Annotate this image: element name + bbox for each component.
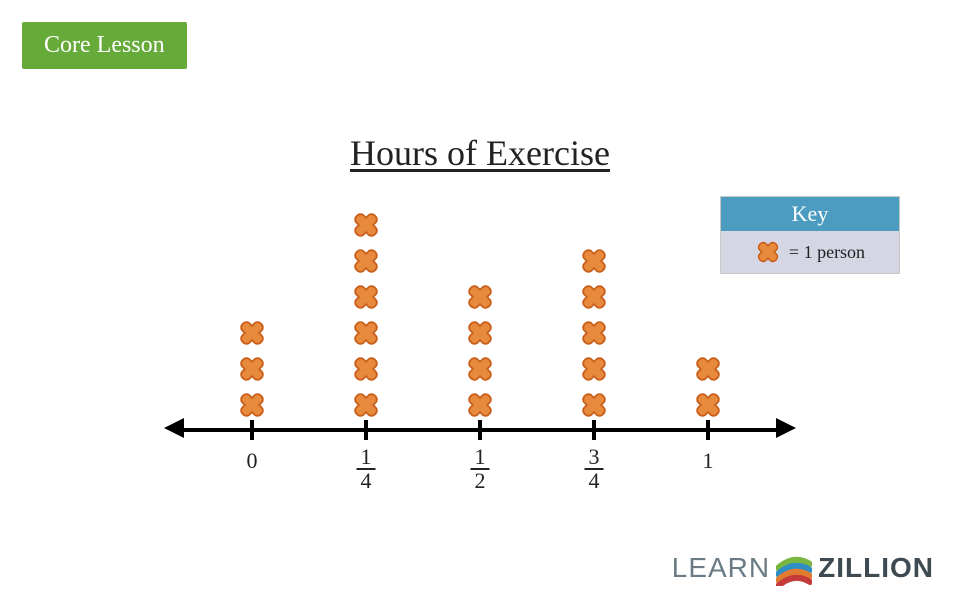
axis-tick: [706, 420, 710, 440]
axis-tick: [250, 420, 254, 440]
axis-tick-label: 34: [585, 446, 604, 492]
data-marker: [351, 318, 381, 348]
lesson-badge: Core Lesson: [22, 22, 187, 69]
axis-tick-label: 14: [357, 446, 376, 492]
data-marker: [465, 282, 495, 312]
data-marker: [579, 318, 609, 348]
data-marker: [351, 282, 381, 312]
data-marker: [351, 354, 381, 384]
legend-text: = 1 person: [789, 242, 865, 263]
axis-arrow-left: [164, 418, 184, 438]
axis-tick-label: 12: [471, 446, 490, 492]
data-marker: [693, 354, 723, 384]
logo-word-1: LEARN: [672, 552, 770, 584]
data-stack: [237, 318, 267, 420]
data-marker: [465, 390, 495, 420]
data-marker: [351, 246, 381, 276]
line-plot: 01412341: [180, 180, 780, 480]
data-stack: [351, 210, 381, 420]
data-marker: [237, 318, 267, 348]
data-marker: [579, 390, 609, 420]
data-marker: [237, 354, 267, 384]
data-stack: [579, 246, 609, 420]
logo-swoosh-icon: [776, 550, 812, 586]
brand-logo: LEARN ZILLION: [672, 550, 934, 586]
data-marker: [465, 318, 495, 348]
data-marker: [351, 390, 381, 420]
lesson-badge-text: Core Lesson: [44, 32, 165, 58]
axis-tick: [478, 420, 482, 440]
data-marker: [579, 282, 609, 312]
axis-tick-label: 1: [703, 450, 714, 472]
axis-tick: [364, 420, 368, 440]
data-marker: [465, 354, 495, 384]
axis-tick: [592, 420, 596, 440]
axis-arrow-right: [776, 418, 796, 438]
data-stack: [465, 282, 495, 420]
data-marker: [693, 390, 723, 420]
data-marker: [579, 354, 609, 384]
data-marker: [579, 246, 609, 276]
data-stack: [693, 354, 723, 420]
chart-title: Hours of Exercise: [350, 132, 610, 174]
data-marker: [351, 210, 381, 240]
logo-word-2: ZILLION: [818, 552, 934, 584]
axis-tick-label: 0: [247, 450, 258, 472]
data-marker: [237, 390, 267, 420]
